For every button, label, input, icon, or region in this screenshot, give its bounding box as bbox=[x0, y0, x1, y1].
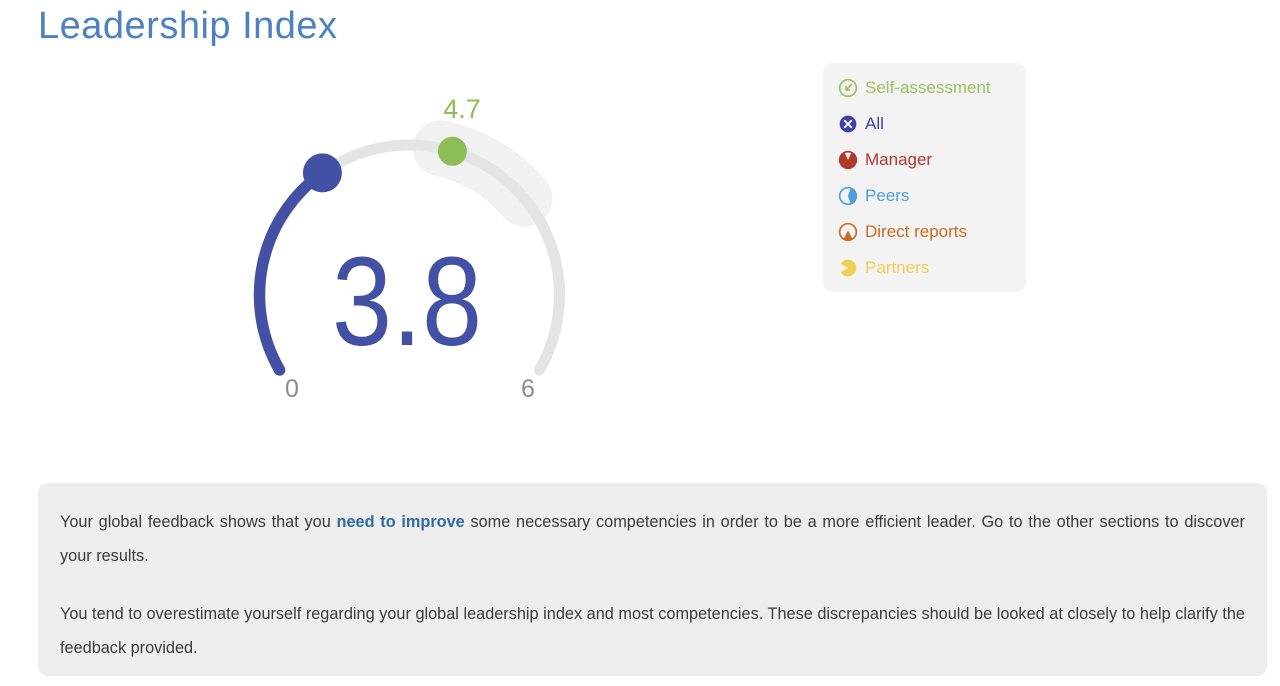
leadership-gauge: 4.7 3.8 0 6 bbox=[220, 75, 620, 420]
peers-icon bbox=[838, 186, 858, 206]
legend-item-partners[interactable]: Partners bbox=[838, 250, 1026, 286]
feedback-text: some necessary competencies in order to … bbox=[60, 513, 1245, 565]
rater-legend: Self-assessment All Manager Peers bbox=[823, 63, 1026, 292]
legend-item-peers[interactable]: Peers bbox=[838, 178, 1026, 214]
gauge-min-label: 0 bbox=[285, 375, 299, 403]
gauge-svg: 4.7 3.8 0 6 bbox=[253, 94, 565, 403]
gauge-self-value-label: 4.7 bbox=[443, 94, 481, 124]
gauge-value-dot[interactable] bbox=[302, 153, 342, 193]
legend-item-manager[interactable]: Manager bbox=[838, 142, 1026, 178]
self-assessment-icon bbox=[838, 78, 858, 98]
feedback-highlight: need to improve bbox=[336, 513, 465, 531]
partners-icon bbox=[840, 259, 857, 277]
gauge-max-label: 6 bbox=[521, 375, 535, 403]
feedback-paragraph-1: Your global feedback shows that you need… bbox=[60, 505, 1245, 573]
page-title: Leadership Index bbox=[38, 5, 338, 47]
legend-label: Partners bbox=[865, 258, 930, 277]
legend-item-all[interactable]: All bbox=[838, 106, 1026, 142]
feedback-panel: Your global feedback shows that you need… bbox=[38, 483, 1267, 676]
feedback-paragraph-2: You tend to overestimate yourself regard… bbox=[60, 605, 1245, 657]
legend-label: Manager bbox=[865, 150, 933, 169]
all-icon bbox=[839, 115, 857, 133]
feedback-text: Your global feedback shows that you bbox=[60, 513, 337, 531]
legend-label: Direct reports bbox=[865, 222, 968, 241]
gauge-self-marker-dot[interactable] bbox=[437, 136, 467, 166]
legend-item-direct-reports[interactable]: Direct reports bbox=[838, 214, 1026, 250]
legend-label: All bbox=[865, 114, 884, 133]
gauge-center-value: 3.8 bbox=[332, 231, 482, 372]
direct-reports-icon bbox=[838, 222, 858, 242]
gauge-value-arc bbox=[253, 167, 329, 376]
legend-label: Peers bbox=[865, 186, 910, 205]
manager-icon bbox=[838, 150, 858, 170]
legend-label: Self-assessment bbox=[865, 78, 991, 97]
legend-item-self-assessment[interactable]: Self-assessment bbox=[838, 70, 1026, 106]
